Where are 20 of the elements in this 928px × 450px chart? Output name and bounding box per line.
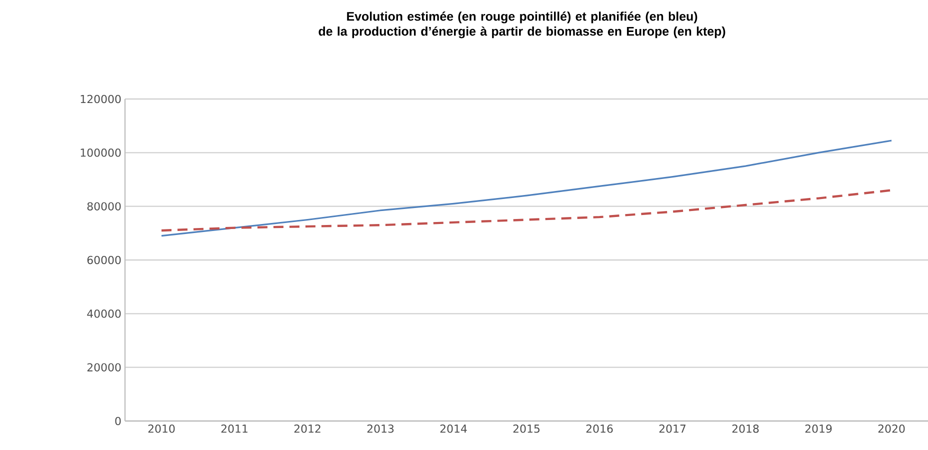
x-tick-label: 2020 bbox=[878, 424, 905, 433]
x-tick-label: 2015 bbox=[513, 424, 540, 433]
x-tick-label: 2017 bbox=[659, 424, 686, 433]
chart-title: Evolution estimée (en rouge pointillé) et planifiée (en bleu) de la production d’énergie à partir de biomasse en Europe (en ktep) bbox=[318, 12, 726, 38]
y-tick-label: 120000 bbox=[80, 94, 121, 104]
x-tick-label: 2018 bbox=[732, 424, 759, 433]
x-tick-label: 2019 bbox=[805, 424, 832, 433]
x-tick-label: 2012 bbox=[294, 424, 320, 433]
x-tick-label: 2016 bbox=[586, 424, 613, 433]
y-tick-label: 60000 bbox=[87, 256, 121, 264]
y-tick-label: 40000 bbox=[87, 310, 121, 318]
x-tick-label: 2014 bbox=[440, 424, 467, 433]
x-tick-label: 2013 bbox=[367, 424, 394, 433]
y-tick-label: 20000 bbox=[87, 363, 121, 372]
x-tick-label: 2011 bbox=[221, 424, 248, 433]
y-tick-label: 100000 bbox=[80, 148, 121, 157]
y-tick-label: 80000 bbox=[87, 202, 121, 210]
line-series bbox=[160, 140, 892, 237]
x-tick-label: 2010 bbox=[148, 424, 175, 433]
y-tick-label: 0 bbox=[115, 416, 121, 426]
